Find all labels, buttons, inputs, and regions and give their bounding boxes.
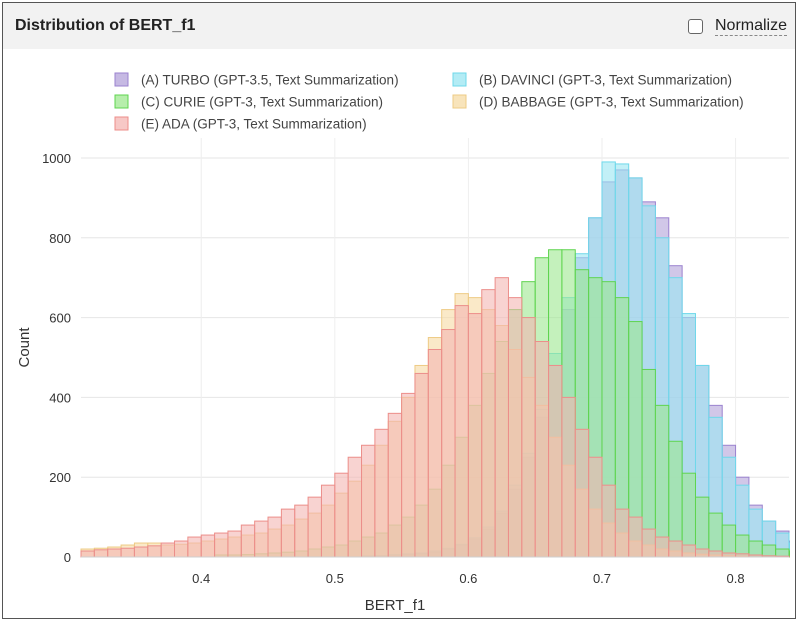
histogram-bar xyxy=(694,496,710,558)
histogram-bar xyxy=(708,550,723,558)
histogram-chart: 0.4 0.5 0.6 0.7 0.8 0 200 400 600 800 1000 BERT_f1 C… xyxy=(16,72,790,614)
histogram-bar xyxy=(708,512,723,558)
histogram-bar xyxy=(120,547,135,558)
histogram-bar xyxy=(548,364,563,558)
histogram-bar xyxy=(254,520,269,558)
histogram-bar xyxy=(668,540,683,558)
histogram-bar xyxy=(614,508,630,558)
x-tick-label: 0.5 xyxy=(326,571,344,586)
panel-header: Distribution of BERT_f1 Normalize xyxy=(3,3,795,49)
histogram-bar xyxy=(521,317,536,558)
normalize-label[interactable]: Normalize xyxy=(714,17,787,36)
histogram-bar xyxy=(280,508,296,558)
histogram-bar xyxy=(147,545,162,558)
histogram-bar xyxy=(107,548,122,558)
histogram-bar xyxy=(721,552,737,558)
histogram-bar xyxy=(200,534,216,558)
histogram-bar xyxy=(133,546,149,558)
histogram-bar xyxy=(361,444,376,558)
legend-label: (E) ADA (GPT-3, Text Summarization) xyxy=(141,117,367,132)
histogram-bar xyxy=(307,496,322,558)
legend-swatch xyxy=(114,72,129,87)
histogram-bar xyxy=(387,412,403,558)
histogram-bar xyxy=(93,549,109,558)
histogram-bar xyxy=(574,428,590,558)
x-tick-label: 0.8 xyxy=(727,571,745,586)
x-axis-title: BERT_f1 xyxy=(365,597,426,614)
histogram-bar xyxy=(320,484,336,558)
histogram-bar xyxy=(507,297,523,558)
histogram-bar xyxy=(467,313,483,558)
histogram-bar xyxy=(374,428,389,558)
histogram-bar xyxy=(694,548,710,558)
histogram-bar xyxy=(681,544,696,558)
y-tick-label: 400 xyxy=(49,390,71,405)
histogram-bar xyxy=(401,392,416,558)
histogram-bar xyxy=(454,305,469,558)
histogram-bar xyxy=(561,396,576,558)
legend-label: (A) TURBO (GPT-3.5, Text Summarization) xyxy=(141,73,399,88)
legend-label: (C) CURIE (GPT-3, Text Summarization) xyxy=(141,95,383,110)
legend-label: (B) DAVINCI (GPT-3, Text Summarization) xyxy=(479,73,732,88)
histogram-bar xyxy=(628,516,643,558)
chart-title: Distribution of BERT_f1 xyxy=(15,17,196,34)
y-axis-title: Count xyxy=(16,327,33,368)
y-tick-label: 600 xyxy=(49,311,71,326)
histogram-bar xyxy=(294,504,309,558)
histogram-bar xyxy=(267,516,282,558)
histogram-bar xyxy=(240,524,256,558)
legend-swatch xyxy=(114,94,129,109)
x-tick-label: 0.7 xyxy=(593,571,611,586)
histogram-bar xyxy=(214,532,229,558)
histogram-bar xyxy=(414,372,429,558)
histogram-bar xyxy=(588,456,603,558)
histogram-bar xyxy=(534,341,550,558)
histogram-bar xyxy=(160,542,176,558)
y-tick-label: 0 xyxy=(64,550,71,565)
legend-swatch xyxy=(452,72,467,87)
histogram-bar xyxy=(174,540,189,558)
histogram-bar xyxy=(494,277,509,558)
legend-swatch xyxy=(114,116,129,131)
legend-swatch xyxy=(452,94,467,109)
histogram-bar xyxy=(227,530,242,558)
y-tick-label: 200 xyxy=(49,470,71,485)
histogram-bar xyxy=(721,524,737,558)
histogram-bar xyxy=(641,528,656,558)
histogram-bar xyxy=(427,348,443,558)
histogram-bar xyxy=(668,440,683,558)
x-tick-label: 0.6 xyxy=(459,571,477,586)
y-tick-label: 800 xyxy=(49,231,71,246)
normalize-checkbox[interactable] xyxy=(687,19,703,34)
normalize-toggle[interactable]: Normalize xyxy=(687,17,787,36)
histogram-bar xyxy=(654,404,670,558)
histogram-bar xyxy=(441,329,456,558)
legend-label: (D) BABBAGE (GPT-3, Text Summarization) xyxy=(479,95,744,110)
y-tick-label: 1000 xyxy=(42,151,71,166)
histogram-bar xyxy=(654,536,670,558)
histogram-bar xyxy=(481,289,496,558)
histogram-bar xyxy=(681,472,696,558)
histogram-bar xyxy=(347,456,363,558)
histogram-bar xyxy=(761,544,777,558)
histogram-bar xyxy=(187,536,202,558)
histogram-bar xyxy=(601,484,616,558)
histogram-bar xyxy=(334,472,349,558)
x-tick-label: 0.4 xyxy=(192,571,210,586)
histogram-bar xyxy=(80,550,95,558)
